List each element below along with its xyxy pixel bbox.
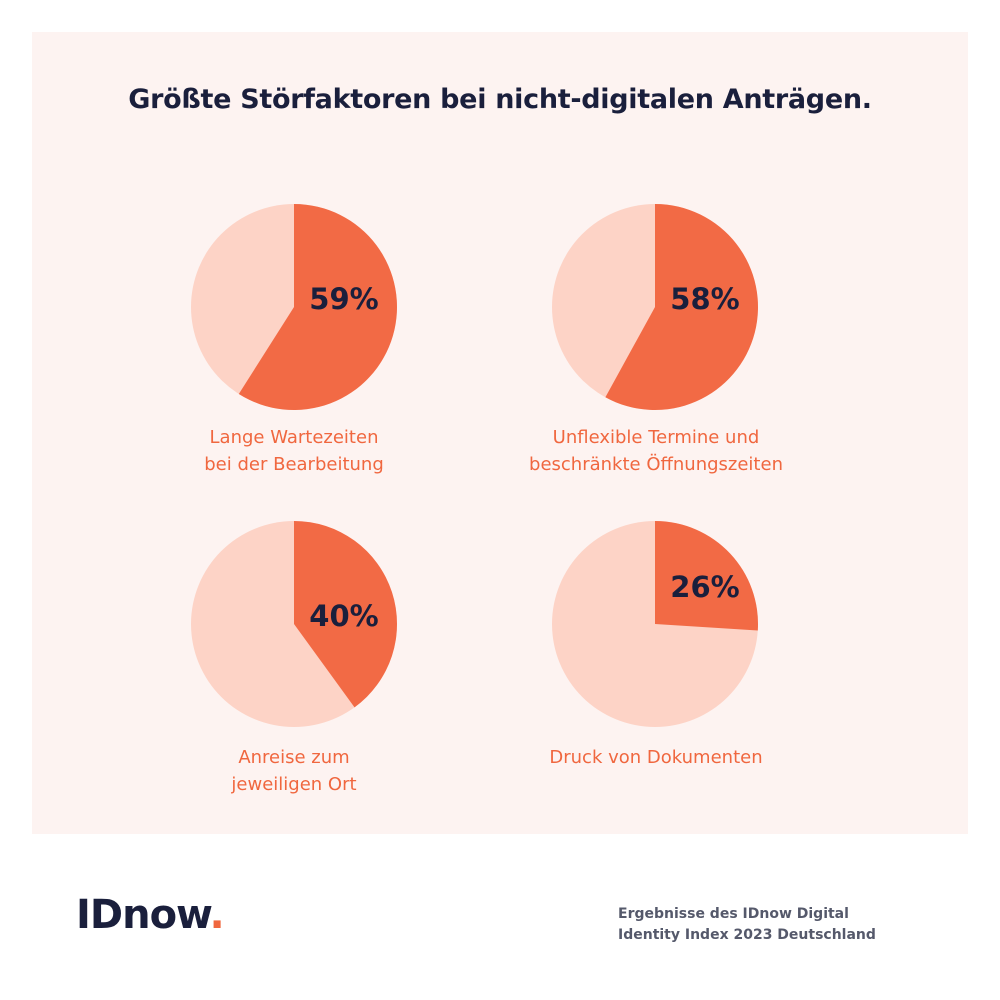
pie-slice-value-termine [605, 204, 758, 410]
pie-value-label-termine: 58% [670, 282, 739, 316]
pie-chart-termine: 58% [552, 204, 758, 410]
logo-text: IDnow [76, 892, 210, 938]
pie-chart-wartezeiten: 59% [191, 204, 397, 410]
idnow-logo: IDnow. [76, 892, 225, 938]
pie-label-line: jeweiligen Ort [231, 774, 357, 795]
chart-panel [32, 32, 968, 834]
pie-label-anreise: Anreise zum jeweiligen Ort [114, 744, 474, 798]
pie-label-termine: Unflexible Termine und beschränkte Öffnu… [476, 424, 836, 478]
pie-value-label-wartezeiten: 59% [309, 282, 378, 316]
pie-label-line: Unflexible Termine und [552, 427, 760, 448]
pie-slice-value-druck [655, 521, 759, 631]
logo-dot: . [209, 892, 224, 938]
chart-title: Größte Störfaktoren bei nicht-digitalen … [128, 84, 872, 115]
pie-value-label-anreise: 40% [309, 599, 378, 633]
source-note: Ergebnisse des IDnow Digital Identity In… [618, 904, 936, 946]
pie-label-line: Anreise zum [238, 747, 350, 768]
pie-label-druck: Druck von Dokumenten [476, 744, 836, 771]
source-line: Identity Index 2023 Deutschland [618, 927, 876, 943]
pie-label-line: Druck von Dokumenten [549, 747, 763, 768]
pie-label-line: bei der Bearbeitung [204, 454, 384, 475]
pie-label-wartezeiten: Lange Wartezeiten bei der Bearbeitung [114, 424, 474, 478]
pie-chart-druck: 26% [552, 521, 759, 727]
pie-slice-value-wartezeiten [238, 204, 397, 410]
source-line: Ergebnisse des IDnow Digital [618, 906, 849, 922]
pie-value-label-druck: 26% [670, 570, 739, 604]
pie-slice-value-anreise [294, 521, 397, 708]
pie-chart-anreise: 40% [191, 521, 397, 727]
pie-label-line: beschränkte Öffnungszeiten [529, 454, 783, 475]
pie-label-line: Lange Wartezeiten [209, 427, 379, 448]
